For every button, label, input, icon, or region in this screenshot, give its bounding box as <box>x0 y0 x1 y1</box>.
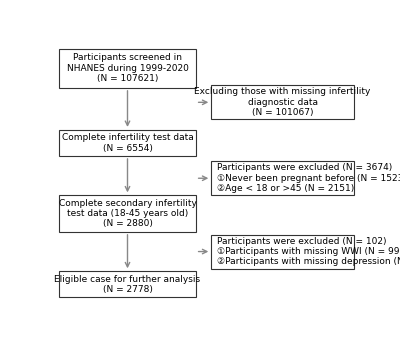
Text: Complete secondary infertility
test data (18-45 years old)
(N = 2880): Complete secondary infertility test data… <box>58 199 196 228</box>
Text: Excluding those with missing infertility
diagnostic data
(N = 101067): Excluding those with missing infertility… <box>194 87 371 117</box>
FancyBboxPatch shape <box>211 235 354 269</box>
Text: Participants screened in
NHANES during 1999-2020
(N = 107621): Participants screened in NHANES during 1… <box>66 53 188 83</box>
FancyBboxPatch shape <box>59 271 196 298</box>
FancyBboxPatch shape <box>211 161 354 195</box>
Text: Eligible case for further analysis
(N = 2778): Eligible case for further analysis (N = … <box>54 275 200 294</box>
FancyBboxPatch shape <box>211 85 354 119</box>
FancyBboxPatch shape <box>59 130 196 156</box>
FancyBboxPatch shape <box>59 195 196 232</box>
Text: Complete infertility test data
(N = 6554): Complete infertility test data (N = 6554… <box>62 133 193 153</box>
Text: Participants were excluded (N = 3674)
①Never been pregnant before (N = 1523)
②Ag: Participants were excluded (N = 3674) ①N… <box>217 163 400 193</box>
Text: Participants were excluded (N = 102)
①Participants with missing WWI (N = 99)
②Pa: Participants were excluded (N = 102) ①Pa… <box>217 237 400 267</box>
FancyBboxPatch shape <box>59 49 196 88</box>
